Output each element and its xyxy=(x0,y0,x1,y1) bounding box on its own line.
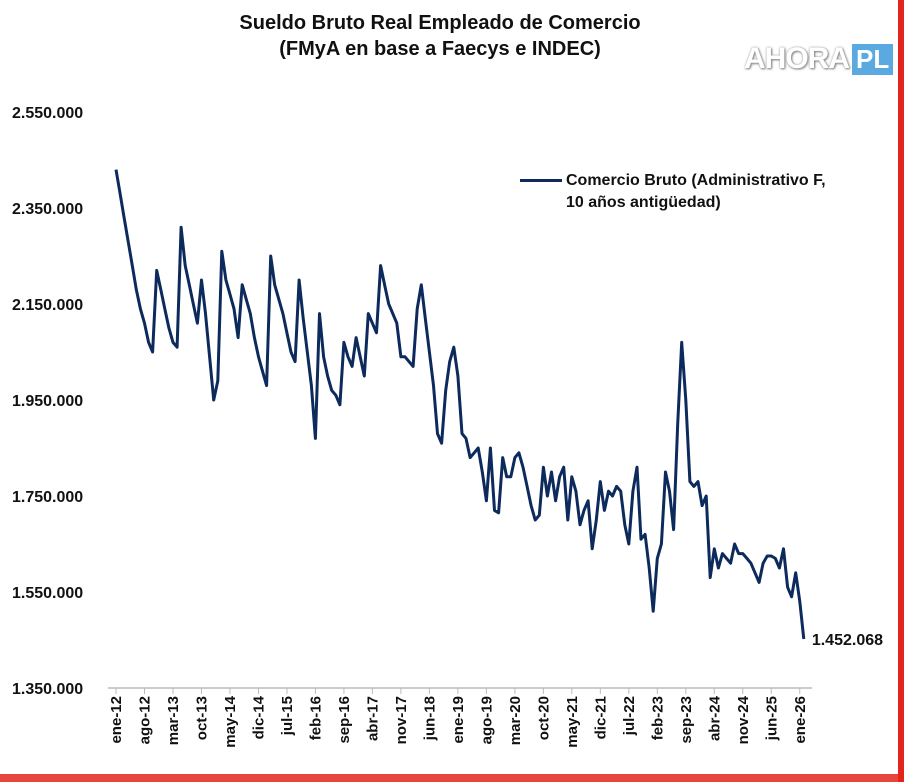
ahora-logo: AHORA PL xyxy=(744,42,894,76)
x-tick-label: feb-23 xyxy=(649,696,666,740)
legend-label: Comercio Bruto (Administrativo F, 10 año… xyxy=(566,170,826,214)
x-tick-label: sep-23 xyxy=(678,696,695,744)
chart-title: Sueldo Bruto Real Empleado de Comercio (… xyxy=(0,10,880,62)
x-tick-label: jun-18 xyxy=(421,696,438,741)
x-tick-label: nov-24 xyxy=(735,695,752,744)
x-tick-label: mar-20 xyxy=(507,696,524,745)
x-tick-label: ago-12 xyxy=(136,696,153,744)
end-value-label: 1.452.068 xyxy=(812,632,883,649)
x-tick-label: jun-25 xyxy=(763,696,780,741)
series-line xyxy=(114,169,806,640)
y-tick-label: 2.150.000 xyxy=(12,297,83,314)
x-tick-label: ene-12 xyxy=(108,696,125,744)
legend-line-1: Comercio Bruto (Administrativo F, xyxy=(566,172,826,189)
x-tick-label: ene-19 xyxy=(450,696,467,744)
frame-bottom xyxy=(0,774,904,782)
x-tick-label: abr-17 xyxy=(364,696,381,741)
x-tick-label: feb-16 xyxy=(307,696,324,740)
y-tick-label: 2.350.000 xyxy=(12,201,83,218)
legend: Comercio Bruto (Administrativo F, 10 año… xyxy=(520,170,826,214)
subtitle-line: (FMyA en base a Faecys e INDEC) xyxy=(279,38,601,60)
x-tick-label: oct-20 xyxy=(535,696,552,740)
legend-swatch xyxy=(520,179,562,182)
x-tick-label: sep-16 xyxy=(336,696,353,744)
y-tick-label: 1.350.000 xyxy=(12,681,83,698)
logo-tail: PL xyxy=(852,43,894,75)
x-tick-label: may-21 xyxy=(564,696,581,748)
x-tick-label: dic-14 xyxy=(250,695,267,739)
x-tick-label: ene-26 xyxy=(792,696,809,744)
y-tick-label: 1.550.000 xyxy=(12,585,83,602)
legend-line-2: 10 años antigüedad) xyxy=(566,194,721,211)
x-tick-label: dic-21 xyxy=(592,696,609,739)
x-tick-label: abr-24 xyxy=(706,695,723,741)
frame-right xyxy=(898,0,904,782)
x-tick-label: jul-22 xyxy=(621,696,638,736)
title-line: Sueldo Bruto Real Empleado de Comercio xyxy=(239,12,641,34)
x-tick-label: oct-13 xyxy=(193,696,210,740)
x-tick-label: nov-17 xyxy=(393,696,410,744)
x-tick-label: mar-13 xyxy=(165,696,182,745)
x-tick-label: jul-15 xyxy=(279,696,296,736)
y-tick-label: 1.750.000 xyxy=(12,489,83,506)
y-tick-label: 2.550.000 xyxy=(12,105,83,122)
logo-main: AHORA xyxy=(744,42,850,75)
y-tick-label: 1.950.000 xyxy=(12,393,83,410)
x-tick-label: ago-19 xyxy=(478,696,495,744)
x-tick-label: may-14 xyxy=(222,695,239,747)
